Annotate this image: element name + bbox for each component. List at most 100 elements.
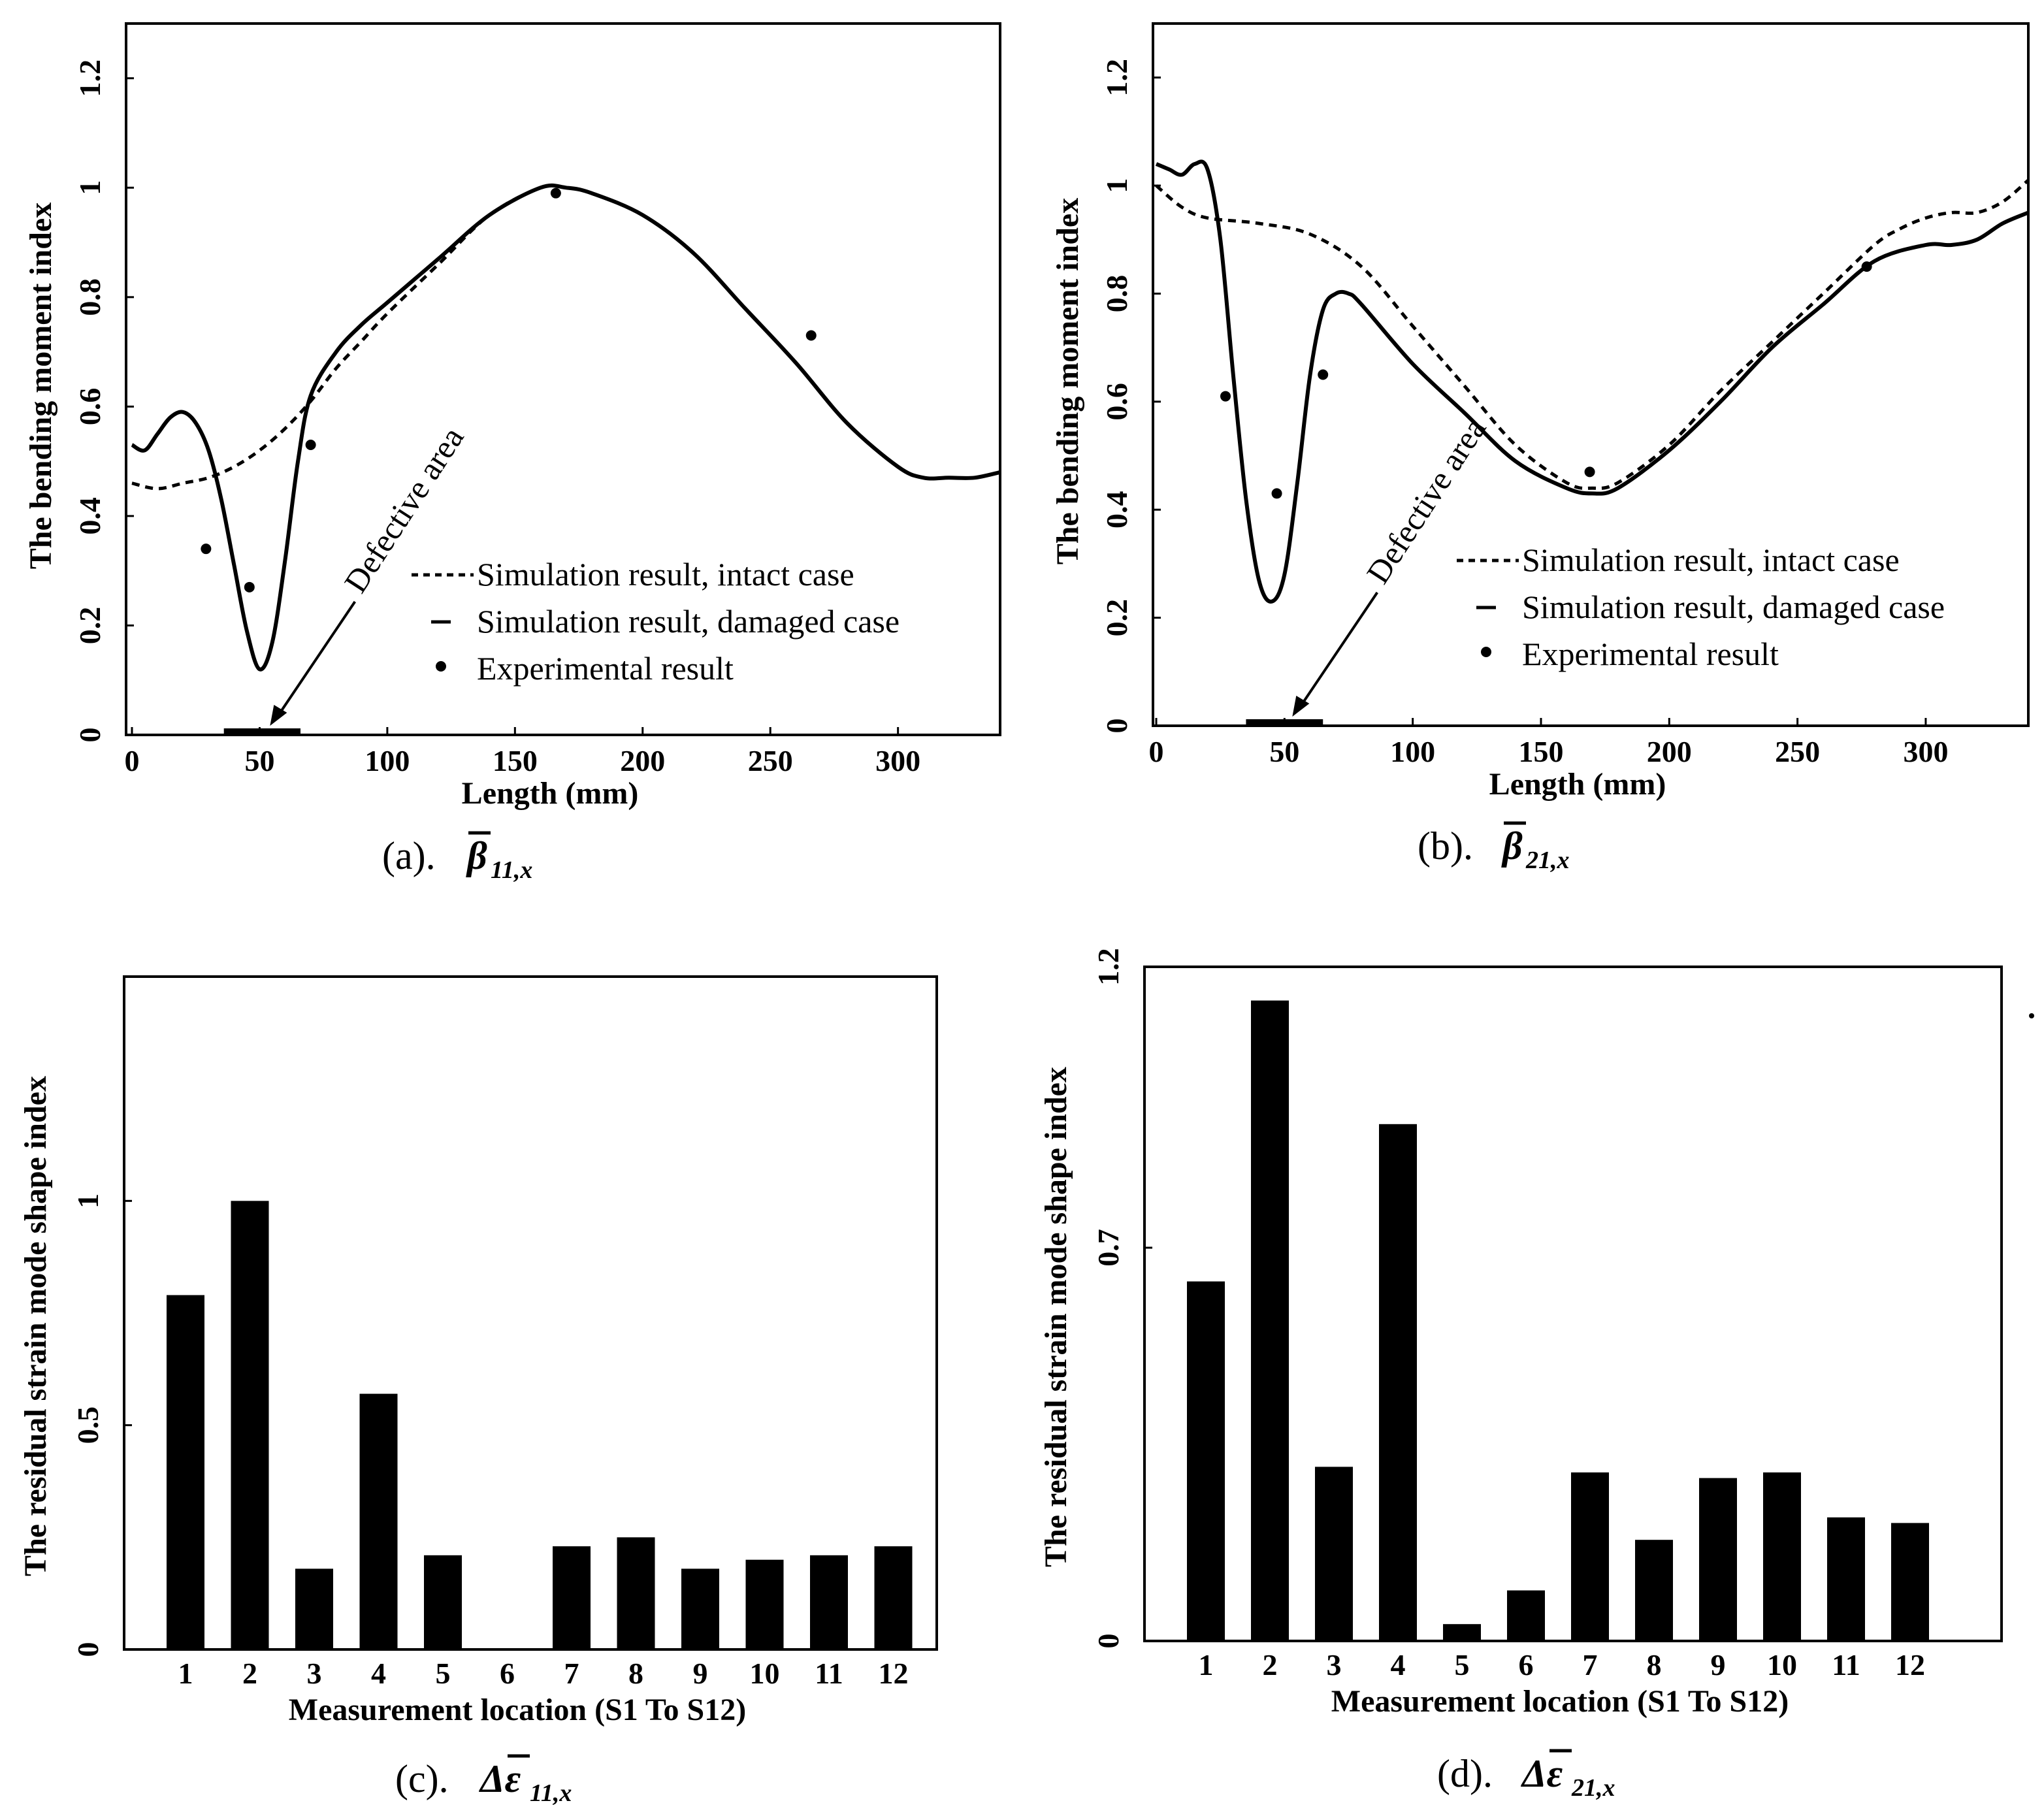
caption-label: (b). [1418,824,1473,868]
legend-experimental-label: Experimental result [477,650,734,687]
y-axis-title: The bending moment index [1050,198,1085,564]
x-tick-label: 5 [436,1657,451,1690]
experimental-point [244,581,255,592]
bar-location-8 [1635,1540,1673,1641]
y-tick-label: 0.2 [1100,599,1133,637]
bar-location-4 [359,1393,398,1649]
x-tick-label: 100 [1390,735,1435,768]
y-tick-label: 0 [73,728,106,743]
legend-experimental-swatch [436,661,446,672]
y-tick-label: 0.8 [1100,275,1133,313]
y-tick-label: 1.2 [1092,948,1125,986]
bar-location-3 [1315,1467,1353,1641]
x-tick-label: 250 [748,744,793,777]
bar-location-10 [1763,1472,1801,1641]
caption-subscript: 21,x [1525,847,1570,874]
experimental-point [1220,391,1231,402]
bar-location-1 [167,1295,204,1649]
x-axis-title: Measurement location (S1 To S12) [1331,1684,1789,1719]
y-tick-label: 1.2 [1100,59,1133,97]
defective-area-label: Defective area [1359,411,1493,590]
defect-arrow-line [275,600,357,719]
y-tick-label: 0.2 [73,607,106,645]
y-tick-label: 0.7 [1092,1229,1125,1267]
x-tick-label: 12 [879,1657,909,1690]
defect-area-bar [1246,719,1323,726]
defect-arrow-line [1297,591,1378,710]
defect-arrow-head [270,705,287,726]
bar-location-9 [681,1568,719,1649]
caption-symbol: Δε [1521,1752,1563,1795]
x-tick-label: 200 [620,744,665,777]
x-tick-label: 150 [1518,735,1563,768]
bar-location-4 [1379,1124,1417,1641]
x-tick-label: 8 [628,1657,643,1690]
legend-experimental-swatch [1481,647,1491,657]
y-tick-label: 0 [1100,719,1133,734]
bar-location-5 [424,1555,462,1649]
x-tick-label: 3 [307,1657,322,1690]
x-tick-label: 250 [1775,735,1820,768]
x-tick-label: 7 [564,1657,579,1690]
x-tick-label: 300 [1903,735,1948,768]
bar-location-7 [553,1546,591,1649]
defective-area-label: Defective area [337,420,471,599]
y-tick-label: 1 [1100,178,1133,193]
x-tick-label: 3 [1327,1648,1342,1681]
caption-symbol: Δε [479,1757,521,1800]
caption-subscript: 21,x [1571,1774,1615,1802]
y-tick-label: 0.6 [73,388,106,426]
x-tick-label: 4 [371,1657,386,1690]
intact-case-curve [1155,178,2030,490]
caption-symbol: β [466,834,487,877]
damaged-case-curve [131,183,1001,672]
x-tick-label: 7 [1583,1648,1598,1681]
bar-location-5 [1443,1624,1481,1641]
x-tick-label: 5 [1455,1648,1470,1681]
y-axis-title: The bending moment index [24,203,58,569]
bar-location-9 [1699,1478,1737,1641]
legend-intact-label: Simulation result, intact case [1522,542,1900,578]
x-tick-label: 200 [1647,735,1692,768]
x-tick-label: 2 [242,1657,257,1690]
x-tick-label: 9 [1711,1648,1726,1681]
plot-frame [125,22,1001,736]
experimental-point [805,330,817,341]
bar-location-7 [1571,1472,1609,1641]
x-tick-label: 300 [875,744,920,777]
x-tick-label: 10 [750,1657,780,1690]
x-tick-label: 12 [1895,1648,1925,1681]
x-tick-label: 0 [1149,735,1164,768]
caption-label: (a). [382,834,436,877]
x-tick-label: 6 [500,1657,515,1690]
y-tick-label: 0.5 [71,1406,105,1444]
experimental-point [201,544,212,555]
bar-location-1 [1187,1281,1225,1641]
panel-a-bending-moment-chart: 0 50 100 150 200 250 300 0 0.2 0.4 0.6 0.8 1 1.2 Lengt… [24,22,1001,884]
caption-label: (d). [1437,1752,1493,1795]
caption-subscript: 11,x [491,856,532,884]
y-tick-label: 0.6 [1100,383,1133,421]
x-tick-label: 9 [693,1657,708,1690]
y-tick-label: 1 [71,1193,105,1209]
panel-b-bending-moment-chart: 0 50 100 150 200 250 300 0 0.2 0.4 0.6 0.8 1 1.2 Lengt… [1050,22,2030,874]
y-tick-label: 0.4 [73,497,106,535]
x-tick-label: 50 [244,744,274,777]
x-tick-label: 1 [178,1657,193,1690]
y-tick-label: 0.8 [73,278,106,316]
y-tick-label: 0.4 [1100,491,1133,528]
bar-location-6 [1507,1590,1545,1641]
experimental-point [1318,369,1329,380]
bar-location-2 [231,1201,269,1649]
x-axis-title: Measurement location (S1 To S12) [289,1693,746,1727]
x-tick-label: 4 [1391,1648,1406,1681]
plot-frame [123,975,938,1651]
bar-location-11 [810,1555,848,1649]
x-tick-label: 11 [1832,1648,1860,1681]
x-tick-label: 2 [1263,1648,1278,1681]
bar-location-11 [1827,1517,1865,1641]
x-tick-label: 1 [1199,1648,1214,1681]
